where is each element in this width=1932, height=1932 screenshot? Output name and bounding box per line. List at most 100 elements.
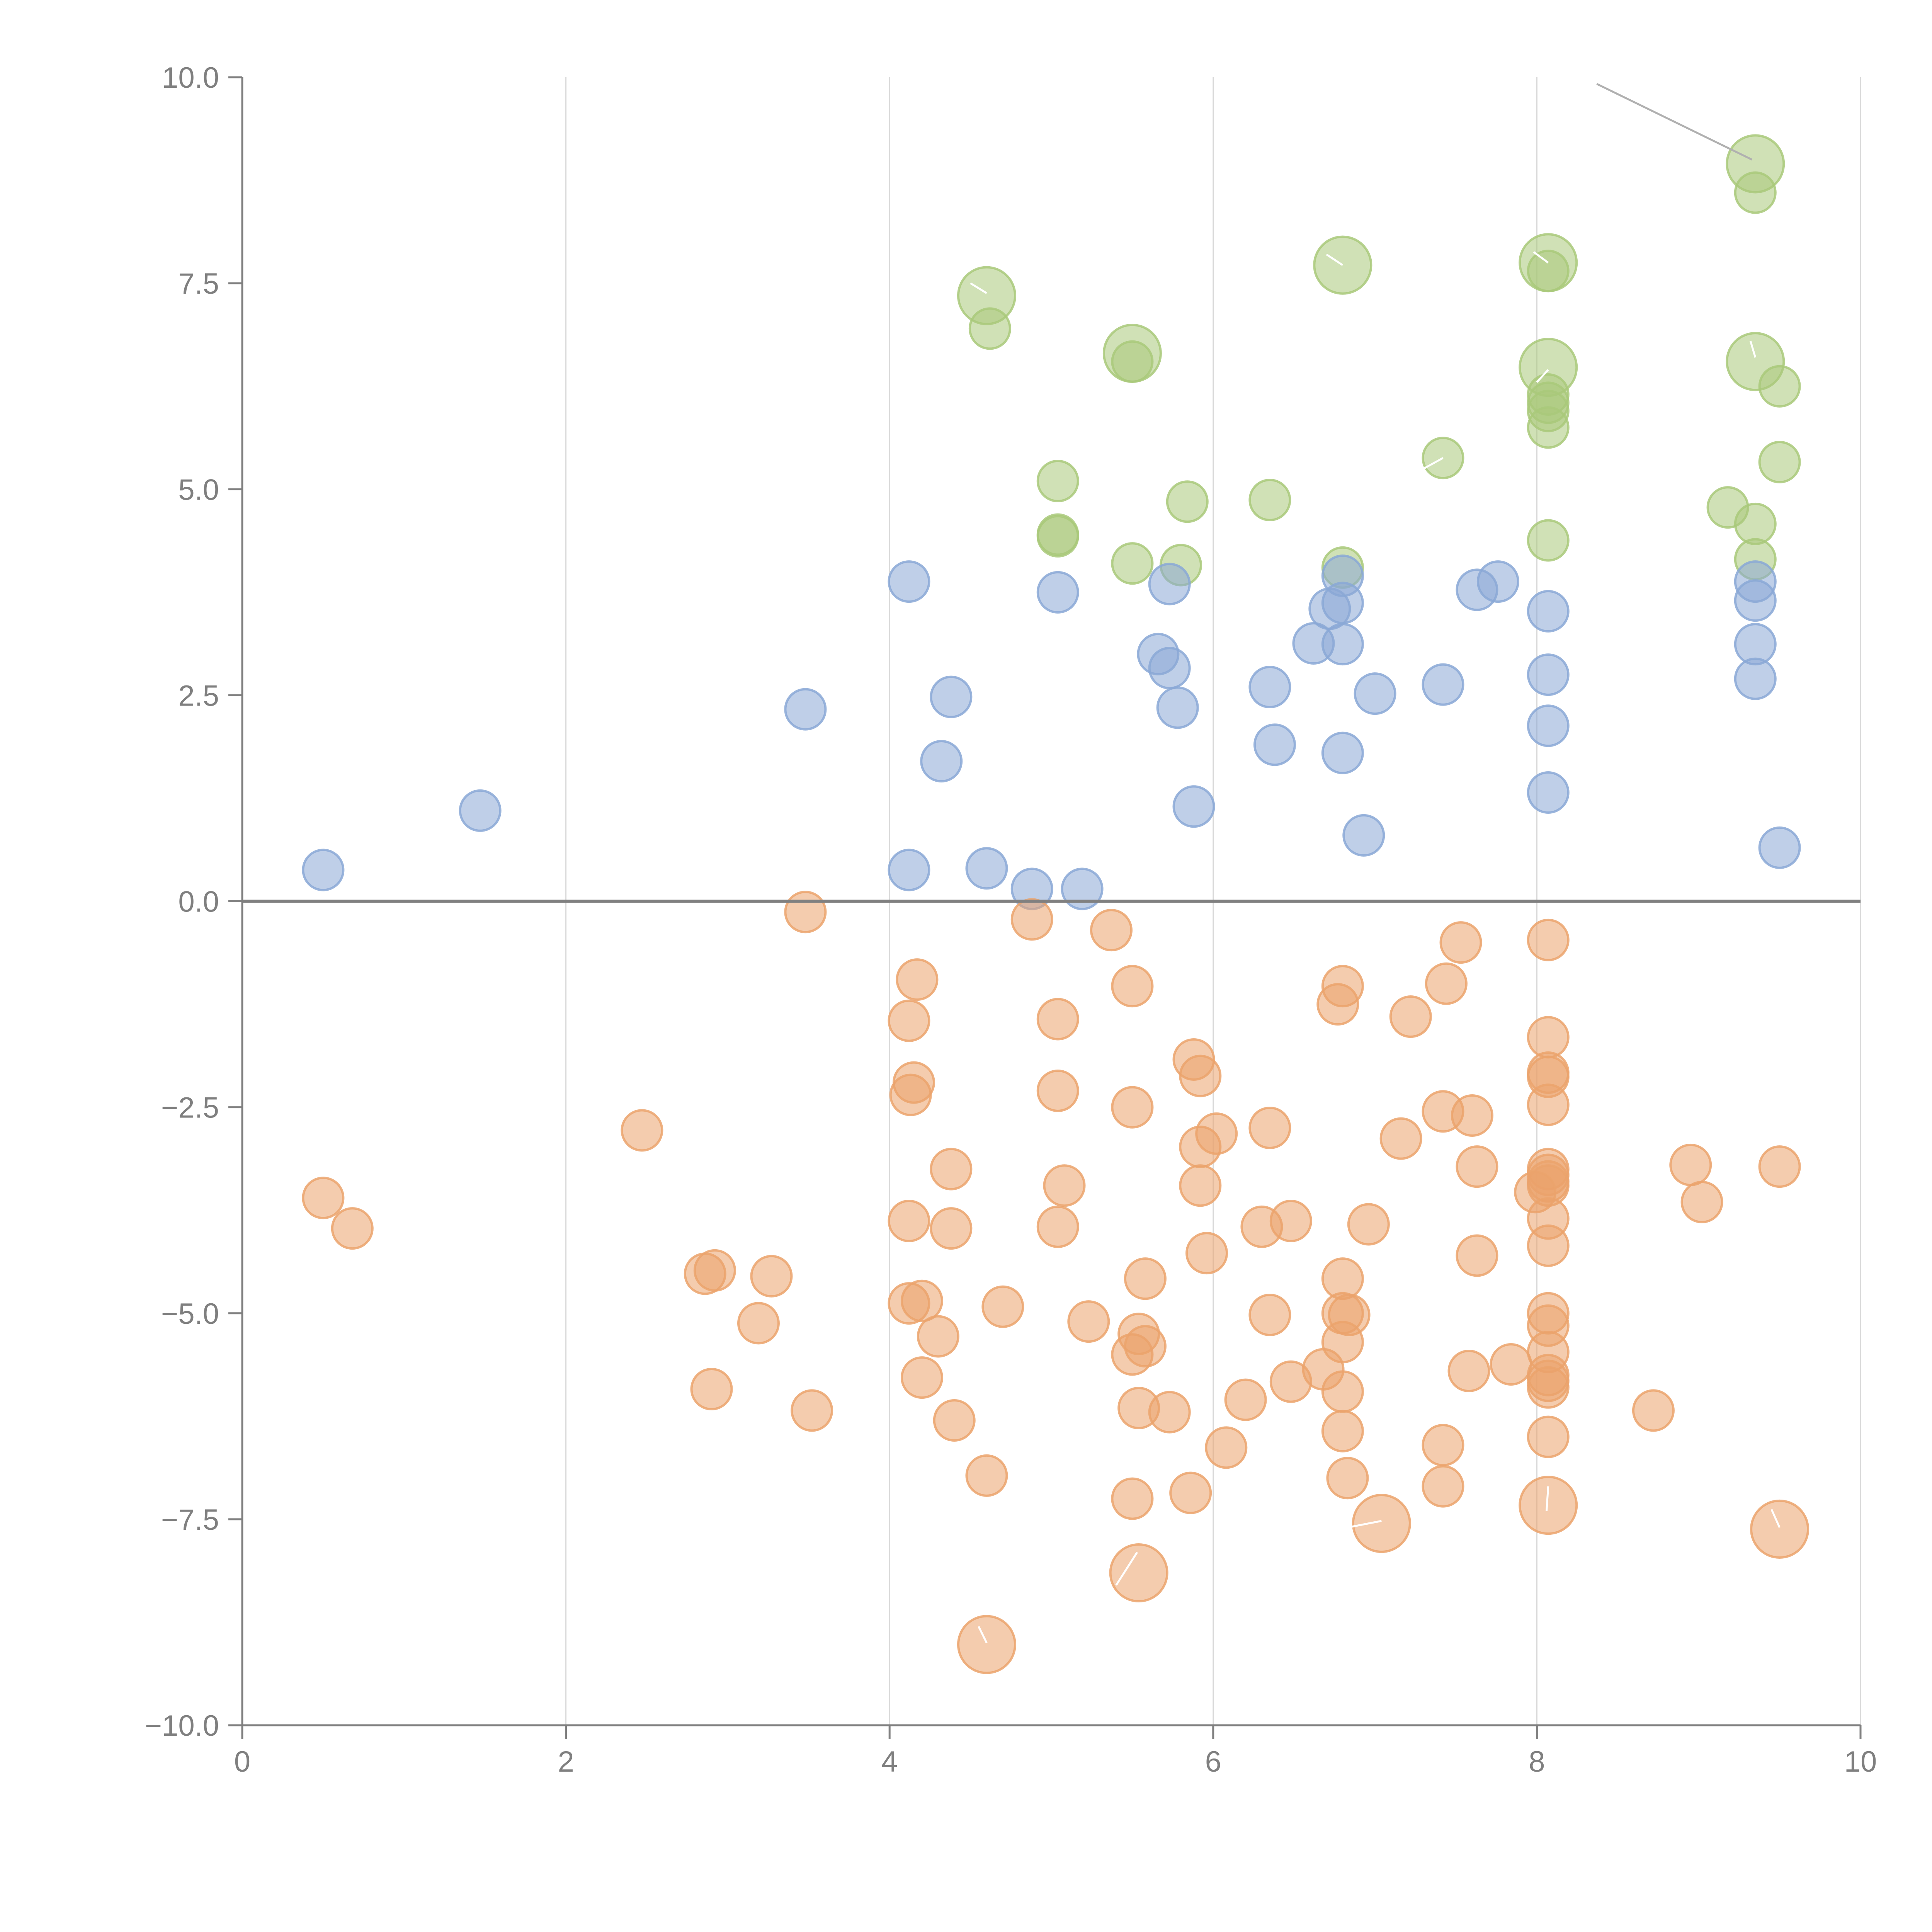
point-blue-3 [888, 560, 930, 603]
point-orange-84 [1527, 1083, 1570, 1126]
x-tick-label-10: 10 [1844, 1745, 1877, 1778]
point-orange-24 [981, 1285, 1024, 1328]
point-orange-80 [1527, 918, 1570, 961]
point-blue-24 [1342, 814, 1385, 857]
point-blue-36 [1734, 657, 1777, 700]
point-blue-13 [1148, 647, 1191, 690]
point-orange-63 [1321, 1370, 1364, 1413]
point-orange-37 [1124, 1325, 1167, 1368]
point-orange-25 [1010, 898, 1053, 941]
point-orange-47 [1185, 1232, 1228, 1275]
y-tick-label-6: −5.0 [161, 1298, 219, 1330]
point-orange-64 [1321, 1410, 1364, 1452]
x-tick-label-6: 6 [1205, 1745, 1221, 1778]
point-green-26 [1111, 542, 1154, 585]
point-blue-37 [1758, 826, 1801, 869]
point-blue-5 [920, 740, 963, 782]
y-tick-label-3: 2.5 [178, 679, 219, 712]
point-blue-16 [1248, 666, 1291, 709]
label-leader-5 [1749, 340, 1757, 358]
point-orange-6 [737, 1302, 780, 1345]
point-orange-91 [1527, 1224, 1570, 1267]
point-orange-1 [331, 1207, 374, 1250]
point-orange-7 [750, 1255, 793, 1298]
point-orange-10 [888, 999, 930, 1042]
point-orange-13 [889, 1073, 932, 1116]
label-leader-9 [1770, 1509, 1781, 1528]
point-orange-8 [791, 1389, 833, 1432]
point-orange-100 [1632, 1389, 1675, 1432]
point-orange-69 [1389, 995, 1432, 1038]
point-green-1 [1734, 171, 1777, 214]
label-leader-6 [1423, 457, 1444, 470]
label-leader-7 [1347, 1520, 1382, 1529]
point-orange-21 [933, 1399, 976, 1442]
point-green-15 [1758, 365, 1801, 408]
point-orange-81 [1527, 1016, 1570, 1059]
point-orange-99 [1519, 1476, 1578, 1535]
point-orange-19 [930, 1148, 973, 1190]
point-green-20 [1758, 440, 1801, 483]
point-orange-101 [1669, 1143, 1712, 1186]
point-orange-102 [1680, 1180, 1723, 1223]
point-orange-77 [1456, 1145, 1498, 1188]
point-blue-15 [1172, 785, 1215, 828]
point-orange-27 [1036, 1069, 1079, 1112]
point-orange-75 [1447, 1350, 1490, 1393]
point-orange-97 [1527, 1366, 1570, 1409]
point-orange-32 [1111, 965, 1154, 1008]
x-tick-label-4: 4 [881, 1745, 898, 1778]
point-blue-14 [1156, 686, 1199, 729]
y-tick-label-0: 10.0 [162, 61, 219, 94]
point-orange-43 [1179, 1054, 1222, 1097]
point-orange-62 [1321, 1321, 1364, 1364]
x-tick-label-0: 0 [234, 1745, 250, 1778]
point-orange-9 [784, 891, 827, 934]
point-orange-71 [1425, 962, 1468, 1005]
point-orange-98 [1527, 1415, 1570, 1458]
point-orange-14 [888, 1199, 930, 1242]
point-blue-12 [1148, 563, 1191, 605]
point-blue-23 [1321, 731, 1364, 774]
point-orange-40 [1109, 1543, 1168, 1603]
label-leader-10 [1115, 1551, 1138, 1586]
y-tick-label-1: 7.5 [178, 267, 219, 300]
point-blue-4 [930, 675, 973, 718]
point-blue-34 [1734, 579, 1777, 622]
point-blue-10 [1036, 571, 1079, 614]
point-orange-65 [1326, 1457, 1369, 1500]
point-orange-29 [1036, 1205, 1079, 1248]
point-green-16 [1036, 459, 1079, 502]
point-orange-0 [302, 1177, 345, 1219]
point-blue-26 [1422, 663, 1464, 706]
label-leader-4 [1536, 369, 1549, 383]
point-orange-52 [1248, 1106, 1291, 1149]
point-orange-46 [1179, 1164, 1222, 1207]
y-tick-label-8: −10.0 [145, 1709, 219, 1742]
y-tick-label-4: 0.0 [178, 886, 219, 918]
scatter-points [302, 134, 1810, 1674]
point-orange-41 [1148, 1391, 1191, 1434]
x-tick-label-8: 8 [1529, 1745, 1545, 1778]
point-blue-1 [459, 789, 502, 832]
point-orange-73 [1422, 1465, 1464, 1508]
label-leader-2 [1326, 253, 1344, 266]
point-orange-66 [1347, 1203, 1390, 1246]
point-orange-79 [1490, 1343, 1532, 1386]
point-green-3 [968, 307, 1011, 350]
point-orange-11 [896, 958, 939, 1001]
point-orange-31 [1090, 909, 1133, 952]
point-green-6 [1527, 250, 1570, 293]
point-orange-16 [900, 1279, 943, 1322]
point-orange-72 [1422, 1423, 1464, 1466]
point-blue-17 [1253, 723, 1296, 766]
point-orange-2 [621, 1109, 663, 1152]
point-orange-67 [1352, 1493, 1411, 1553]
point-orange-20 [930, 1207, 973, 1250]
point-orange-30 [1067, 1300, 1110, 1343]
point-green-19 [1248, 478, 1291, 521]
point-orange-39 [1124, 1257, 1167, 1300]
point-orange-33 [1111, 1086, 1154, 1129]
point-blue-0 [302, 849, 345, 891]
